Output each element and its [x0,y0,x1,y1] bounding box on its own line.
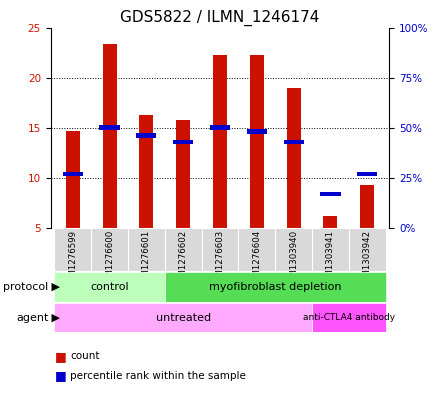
Bar [165,272,386,302]
Bar [349,228,386,271]
Bar [283,140,304,144]
Bar [320,192,341,196]
Text: untreated: untreated [156,313,211,323]
Bar [173,140,193,144]
Text: GSM1276601: GSM1276601 [142,230,151,288]
Bar [357,172,378,176]
Bar [136,134,157,138]
Text: GSM1276604: GSM1276604 [252,230,261,288]
Text: GSM1303940: GSM1303940 [289,230,298,288]
Text: ■: ■ [55,349,67,363]
Text: GSM1276603: GSM1276603 [216,230,224,288]
Text: count: count [70,351,100,361]
Text: control: control [90,282,129,292]
Text: ▶: ▶ [48,313,60,323]
Bar [360,185,374,228]
Text: GSM1303941: GSM1303941 [326,230,335,288]
Bar [247,129,267,134]
Bar [128,228,165,271]
Bar [54,272,165,302]
Text: percentile rank within the sample: percentile rank within the sample [70,371,246,381]
Text: GSM1276600: GSM1276600 [105,230,114,288]
Bar [54,228,91,271]
Text: ▶: ▶ [48,282,60,292]
Bar [286,88,301,228]
Bar [103,44,117,228]
Title: GDS5822 / ILMN_1246174: GDS5822 / ILMN_1246174 [120,10,320,26]
Bar [312,228,349,271]
Bar [91,228,128,271]
Bar [62,172,83,176]
Text: ■: ■ [55,369,67,382]
Text: GSM1276602: GSM1276602 [179,230,188,288]
Bar [312,303,386,332]
Text: myofibroblast depletion: myofibroblast depletion [209,282,341,292]
Bar [213,55,227,228]
Bar [139,115,154,228]
Bar [250,55,264,228]
Text: protocol: protocol [3,282,48,292]
Bar [202,228,238,271]
Bar [66,131,80,228]
Text: agent: agent [16,313,48,323]
Bar [275,228,312,271]
Bar [176,120,190,228]
Bar [165,228,202,271]
Bar [238,228,275,271]
Text: GSM1303942: GSM1303942 [363,230,372,288]
Bar [210,125,230,130]
Bar [323,216,337,228]
Text: anti-CTLA4 antibody: anti-CTLA4 antibody [303,313,395,322]
Bar [99,125,120,130]
Text: GSM1276599: GSM1276599 [68,230,77,288]
Bar [54,303,312,332]
